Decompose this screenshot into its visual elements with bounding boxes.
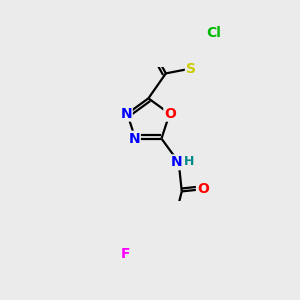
Text: O: O	[197, 182, 209, 196]
Text: O: O	[164, 107, 176, 121]
Text: N: N	[128, 132, 140, 145]
Text: H: H	[184, 154, 194, 168]
Text: N: N	[171, 155, 183, 169]
Text: F: F	[121, 247, 130, 261]
Text: Cl: Cl	[206, 26, 221, 40]
Text: N: N	[120, 107, 132, 121]
Text: S: S	[186, 62, 196, 76]
